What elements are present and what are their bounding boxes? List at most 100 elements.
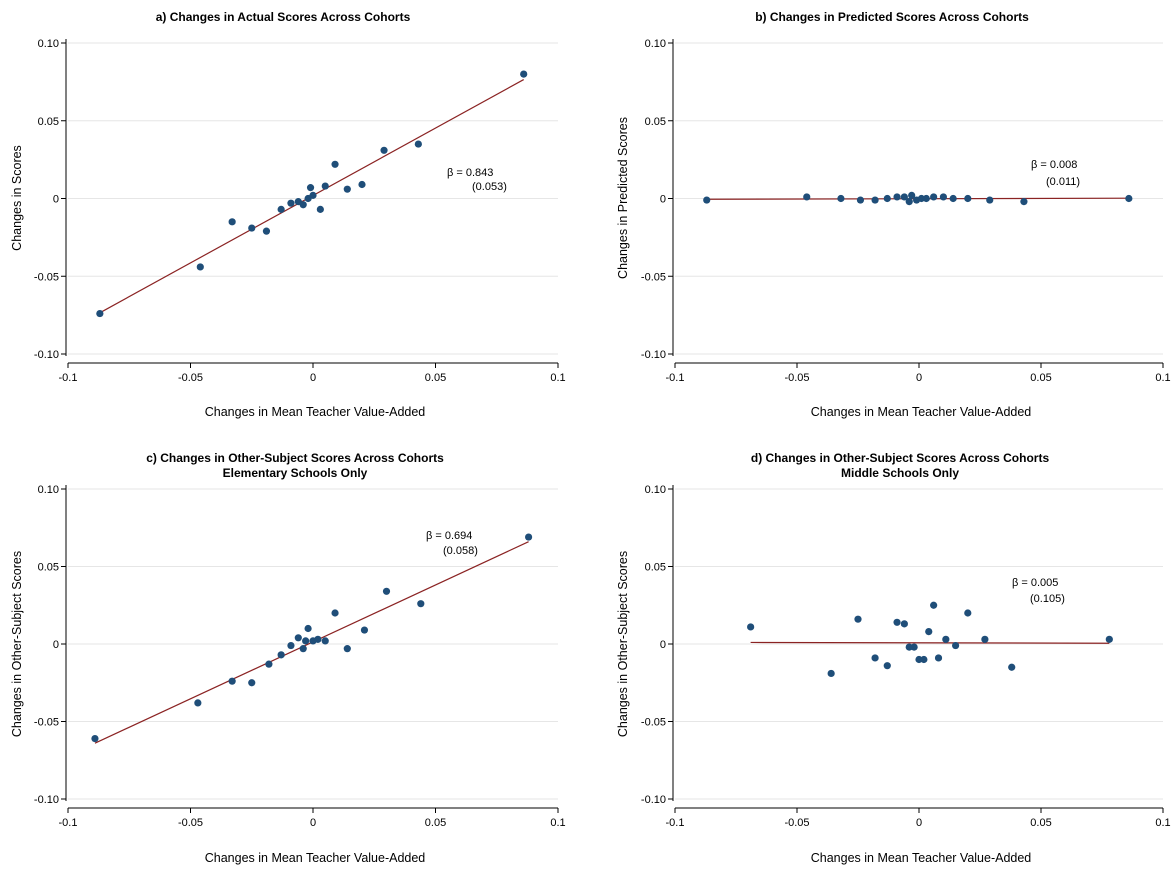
panel-d-y-tick-label: -0.10 [641, 794, 666, 806]
panel-d-x-axis-label: Changes in Mean Teacher Value-Added [811, 851, 1032, 865]
panel-c-data-point [525, 533, 533, 541]
panel-a-data-point [287, 199, 295, 207]
panel-d-data-point [747, 623, 755, 631]
panel-a-data-point [321, 182, 329, 190]
panel-d-data-point [934, 654, 943, 662]
panel-c-x-axis-label: Changes in Mean Teacher Value-Added [205, 851, 426, 865]
panel-d-data-point [1105, 635, 1113, 643]
panel-d-data-point [883, 662, 891, 670]
panel-b-data-point [837, 194, 845, 203]
panel-d-data-point [952, 641, 960, 650]
panel-c-x-tick-label: 0 [310, 817, 316, 829]
panel-b-x-tick-label: 0.05 [1030, 372, 1051, 384]
panel-a-data-point [316, 205, 324, 213]
panel-c-data-point [331, 609, 339, 617]
panel-a-data-point [306, 184, 315, 192]
panel-d-data-point [925, 628, 933, 636]
panel-c-beta-label: β = 0.694 [426, 530, 472, 542]
panel-c-subtitle: Elementary Schools Only [223, 466, 368, 480]
panel-c: c) Changes in Other-Subject Scores Acros… [10, 451, 566, 865]
panel-a-x-axis-label: Changes in Mean Teacher Value-Added [205, 405, 426, 419]
panel-d-data-point [871, 654, 879, 662]
panel-a-data-point [196, 263, 204, 271]
panel-a-data-point [520, 70, 528, 78]
panel-c-data-point [294, 634, 302, 642]
panel-c-data-point [248, 679, 256, 687]
panel-b-data-point [893, 193, 901, 201]
panel-d-x-tick-label: 0 [916, 817, 922, 829]
panel-c-title: c) Changes in Other-Subject Scores Acros… [146, 451, 444, 465]
panel-b-data-point [900, 193, 908, 201]
panel-d-subtitle: Middle Schools Only [841, 466, 959, 480]
panel-b-y-tick-label: 0.05 [645, 116, 666, 128]
panel-b-data-point [922, 194, 930, 203]
panel-c-plot-area: -0.10 -0.05 0 0.05 0.10 -0.1 -0.05 0 0.05 0.1 [34, 484, 566, 829]
panel-d-data-point [930, 601, 938, 609]
panel-d-data-point [942, 635, 950, 643]
panel-c-data-point [382, 587, 391, 595]
panel-a-x-tick-label: 0 [310, 372, 316, 384]
panel-d-x-tick-label: 0.05 [1030, 817, 1051, 829]
panel-c-data-point [360, 626, 369, 634]
panel-a-y-tick-label: 0.05 [38, 116, 59, 128]
panel-a-beta-label: β = 0.843 [447, 167, 493, 179]
panel-c-y-tick-label: -0.05 [34, 717, 59, 729]
panel-b-title: b) Changes in Predicted Scores Across Co… [755, 10, 1029, 24]
panel-b-data-point [871, 196, 879, 204]
panel-c-x-tick-label: -0.05 [178, 817, 203, 829]
panel-d-beta-se-label: (0.105) [1030, 593, 1065, 605]
panel-d-y-tick-label: 0.05 [645, 562, 666, 574]
panel-a-x-tick-label: -0.1 [59, 372, 78, 384]
panel-c-x-tick-label: 0.05 [425, 817, 446, 829]
panel-b-beta-label: β = 0.008 [1031, 159, 1077, 171]
panel-b-data-point [803, 193, 811, 201]
panel-b-x-tick-label: 0 [916, 372, 922, 384]
panel-d-data-point [920, 655, 928, 664]
panel-b-x-tick-label: -0.05 [784, 372, 809, 384]
panel-c-y-tick-label: 0.05 [38, 562, 59, 574]
panel-c-y-tick-label: 0.10 [38, 484, 59, 496]
panel-a-data-point [96, 309, 104, 318]
panel-c-data-point [287, 641, 295, 650]
panel-b-y-tick-label: 0.10 [645, 38, 666, 50]
panel-c-data-point [265, 660, 273, 668]
panel-c-data-point [343, 645, 351, 653]
panel-c-data-point [299, 645, 307, 653]
panel-d-plot-area: -0.10 -0.05 0 0.05 0.10 -0.1 -0.05 0 0.05 0.1 [641, 484, 1171, 829]
panel-d-title: d) Changes in Other-Subject Scores Acros… [751, 451, 1050, 465]
panel-b-data-point [856, 196, 865, 204]
panel-a-y-tick-label: 0 [53, 194, 59, 206]
panel-b-data-point [908, 191, 916, 199]
panel-a-data-point [309, 191, 317, 199]
panel-a-data-point [358, 180, 366, 189]
panel-a-data-point [277, 205, 285, 213]
panel-b-data-point [939, 193, 948, 201]
panel-d-data-point [893, 618, 901, 626]
panel-b-y-tick-label: -0.10 [641, 349, 666, 361]
panel-c-beta-se-label: (0.058) [443, 545, 478, 557]
panel-d-y-tick-label: 0 [660, 639, 666, 651]
panel-d: d) Changes in Other-Subject Scores Acros… [616, 451, 1171, 865]
panel-c-data-point [417, 600, 425, 608]
panel-d-data-point [964, 609, 972, 617]
panel-b-data-point [1125, 194, 1133, 203]
panel-b-y-axis-label: Changes in Predicted Scores [616, 117, 630, 279]
panel-c-data-point [228, 677, 236, 685]
panel-a-data-point [248, 224, 256, 232]
panel-b-x-axis-label: Changes in Mean Teacher Value-Added [811, 405, 1032, 419]
panel-a-plot-area: -0.10 -0.05 0 0.05 0.10 -0.1 -0.05 0 0.05 0.1 [34, 38, 566, 384]
panel-a-data-point [299, 201, 307, 209]
panel-a-y-axis-label: Changes in Scores [10, 145, 24, 251]
panel-d-beta-label: β = 0.005 [1012, 577, 1058, 589]
panel-d-data-point [900, 620, 908, 628]
panel-c-x-tick-label: 0.1 [550, 817, 565, 829]
panel-b-data-point [1020, 198, 1028, 206]
panel-c-data-point [304, 624, 312, 633]
panel-b-data-point [949, 194, 957, 203]
panel-b-data-point [883, 194, 891, 203]
panel-d-x-tick-label: 0.1 [1155, 817, 1170, 829]
panel-d-y-tick-label: -0.05 [641, 717, 666, 729]
panel-d-x-tick-label: -0.05 [784, 817, 809, 829]
panel-b-data-point [703, 196, 711, 204]
